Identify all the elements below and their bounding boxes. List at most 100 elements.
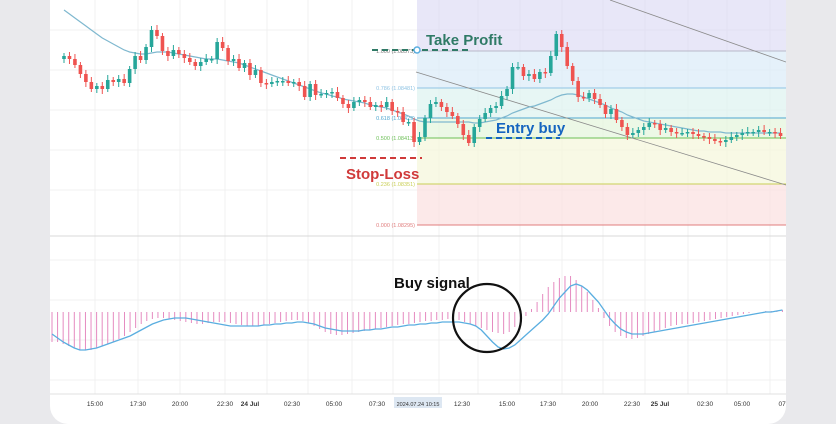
candle-body-91 [559,34,564,47]
candle-body-119 [713,139,717,141]
take-profit-label: Take Profit [426,32,502,49]
candle-body-20 [171,50,176,56]
buy-signal-label: Buy signal [394,275,470,292]
candle-body-126 [751,132,755,134]
fib-label-0.786: 0.786 (1.08481) [376,86,415,92]
candles [62,25,783,147]
candle-body-35 [253,70,258,75]
candle-body-78 [488,108,493,113]
fib-label-0.500: 0.500 (1.08413) [376,136,415,142]
candle-body-25 [198,62,203,66]
candle-body-109 [658,124,662,130]
candle-body-71 [450,112,455,116]
candle-body-53 [352,102,356,108]
candle-body-99 [603,105,608,114]
candle-body-21 [177,50,181,54]
time-tick-3: 22:30 [217,401,234,408]
macd-histogram [51,276,783,350]
candle-body-34 [248,63,252,75]
candle-body-125 [745,132,750,134]
candle-body-79 [494,106,498,108]
trend-lines [415,0,786,186]
candle-body-31 [231,59,236,61]
candle-body-96 [587,93,591,98]
candle-body-73 [461,124,466,135]
time-tick-11: 17:30 [540,401,557,408]
candle-body-58 [379,105,384,107]
candle-body-111 [669,128,673,132]
candle-body-61 [395,111,400,113]
candle-body-86 [532,74,537,79]
candle-body-68 [434,102,438,104]
candle-body-38 [270,82,274,84]
candle-body-16 [149,30,154,47]
fib-retracement: 1.000 (1.08573) 0.786 (1.08481) 0.618 (1.0… [376,0,786,229]
candle-body-72 [456,116,460,124]
candle-body-81 [505,89,509,96]
time-tick-2: 20:00 [172,401,189,408]
fib-band-0 [417,51,786,88]
candle-body-115 [691,132,695,134]
time-tick-0: 15:00 [87,401,104,408]
trend-line-1 [415,71,786,186]
candle-body-43 [297,82,301,86]
candle-body-33 [242,63,247,68]
candle-body-63 [406,122,411,124]
candle-body-106 [641,127,646,130]
candle-body-130 [773,132,777,134]
candle-body-49 [330,92,334,94]
candle-body-57 [373,105,378,107]
candle-body-87 [538,72,542,79]
candle-body-17 [155,30,159,36]
candle-body-12 [127,69,132,83]
candle-body-108 [652,123,657,125]
candle-body-36 [259,70,263,83]
time-tick-16: 05:00 [734,401,751,408]
candle-body-41 [286,81,291,83]
candle-body-50 [335,92,340,98]
candle-body-110 [663,128,668,130]
candle-body-56 [368,102,373,107]
macd-signal-line [51,283,783,351]
candle-body-95 [581,97,586,99]
time-axis: 15:00 17:30 20:00 22:30 24 Jul 02:30 05:00 07:3… [87,397,786,408]
candle-body-7 [100,86,105,89]
entry-buy-label: Entry buy [496,120,566,137]
candle-body-101 [614,109,619,120]
time-tick-7: 07:30 [369,401,386,408]
candle-body-128 [762,130,766,132]
fib-label-0.000: 0.000 (1.08295) [376,223,415,229]
candle-body-84 [521,67,526,76]
candle-body-6 [95,86,99,89]
candle-body-129 [767,132,772,134]
candle-body-103 [625,127,630,135]
time-tick-15: 02:30 [697,401,714,408]
candle-body-102 [620,120,624,127]
candle-body-112 [674,132,679,134]
candle-body-1 [67,56,72,59]
time-tick-14: 25 Jul [651,401,670,408]
candle-body-66 [423,118,427,137]
time-tick-9: 12:30 [454,401,471,408]
candle-body-39 [275,81,280,83]
candle-body-52 [346,104,351,108]
take-profit-handle [413,46,421,54]
candle-body-29 [220,42,225,48]
time-tick-12: 20:00 [582,401,599,408]
tick-highlight [394,397,442,408]
candle-body-97 [592,93,597,99]
trading-chart[interactable]: 1.000 (1.08573) 0.786 (1.08481) 0.618 (1.0… [50,0,786,424]
candle-body-127 [756,130,761,132]
time-tick-8: 2024.07.24 10:15 [397,402,440,408]
candle-body-19 [166,51,170,56]
candle-body-44 [302,86,307,97]
candle-body-32 [237,59,241,68]
candle-body-64 [412,122,416,142]
time-tick-4: 24 Jul [241,401,260,408]
chart-frame: 1.000 (1.08573) 0.786 (1.08481) 0.618 (1.0… [50,0,786,424]
fib-label-1.000: 1.000 (1.08573) [376,49,415,55]
candle-body-48 [324,93,329,95]
candle-body-122 [729,137,734,140]
time-tick-17: 07: [778,401,786,408]
candle-body-14 [138,56,143,60]
